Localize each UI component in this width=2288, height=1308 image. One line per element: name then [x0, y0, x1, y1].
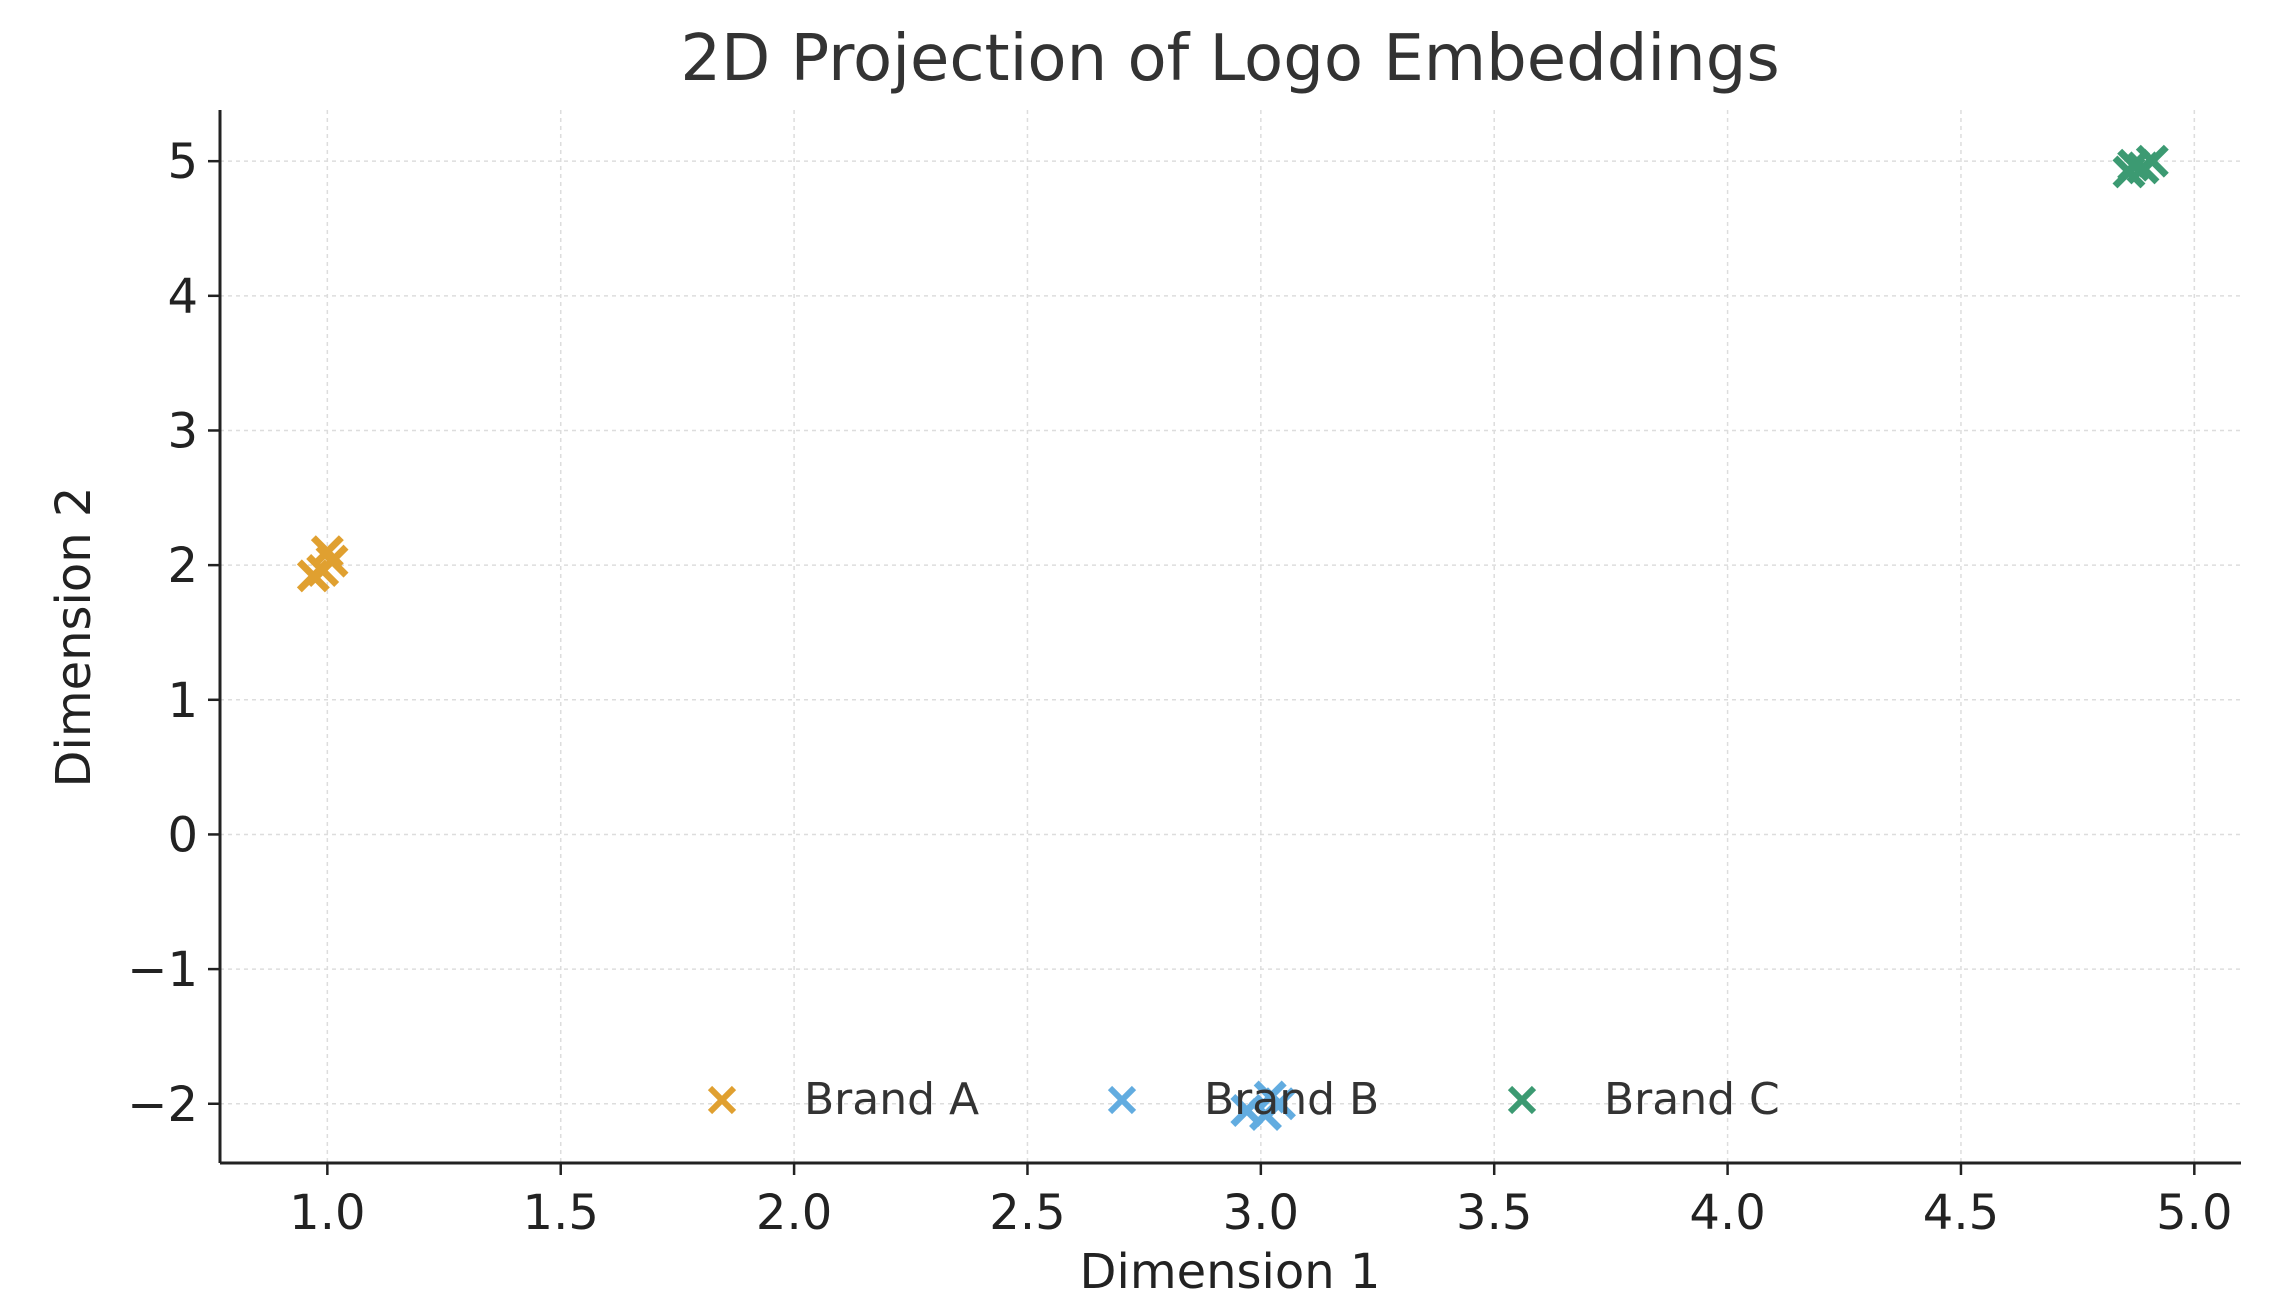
data-points	[296, 144, 2169, 1131]
y-tick-label: 5	[167, 134, 198, 190]
chart-title: 2D Projection of Logo Embeddings	[680, 22, 1779, 96]
x-tick-label: 2.0	[756, 1185, 832, 1241]
x-tick-label: 4.5	[1923, 1185, 1999, 1241]
x-tick-label: 3.5	[1456, 1185, 1532, 1241]
marker-stroke	[1263, 1087, 1296, 1121]
axes	[208, 110, 2241, 1175]
legend-label: Brand C	[1604, 1074, 1780, 1125]
x-tick-label: 3.0	[1223, 1185, 1299, 1241]
data-point	[2135, 144, 2169, 178]
x-tick-label: 1.0	[289, 1185, 365, 1241]
data-point	[1263, 1087, 1296, 1121]
x-axis-label: Dimension 1	[1080, 1244, 1381, 1300]
marker-stroke	[1107, 1085, 1137, 1115]
legend-marker	[1507, 1085, 1537, 1115]
y-tick-label: 2	[167, 538, 198, 594]
y-axis-label: Dimension 2	[46, 487, 102, 788]
y-tick-label: −2	[127, 1077, 198, 1133]
marker-stroke	[315, 544, 349, 578]
y-tick-label: 3	[167, 403, 198, 459]
grid	[220, 110, 2241, 1163]
legend-label: Brand A	[804, 1074, 979, 1125]
marker-stroke	[707, 1085, 737, 1115]
x-tick-label: 1.5	[523, 1185, 599, 1241]
x-tick-label: 4.0	[1689, 1185, 1765, 1241]
data-point	[315, 544, 349, 578]
y-tick-label: 1	[167, 673, 198, 729]
legend-marker	[1107, 1085, 1137, 1115]
x-tick-label: 5.0	[2156, 1185, 2232, 1241]
y-tick-label: −1	[127, 942, 198, 998]
legend-marker	[707, 1085, 737, 1115]
x-tick-label: 2.5	[989, 1185, 1065, 1241]
tick-labels: 1.0 1.5 2.0 2.5 3.0 3.5 4.0 4.5 5.0 5 4 3 2 1 0 −1 −2	[127, 134, 2232, 1241]
legend-label: Brand B	[1204, 1074, 1379, 1125]
legend: Brand A Brand B Brand C	[707, 1074, 1780, 1125]
y-tick-label: 4	[167, 269, 198, 325]
marker-stroke	[1507, 1085, 1537, 1115]
marker-stroke	[2135, 144, 2169, 178]
y-tick-label: 0	[167, 807, 198, 863]
